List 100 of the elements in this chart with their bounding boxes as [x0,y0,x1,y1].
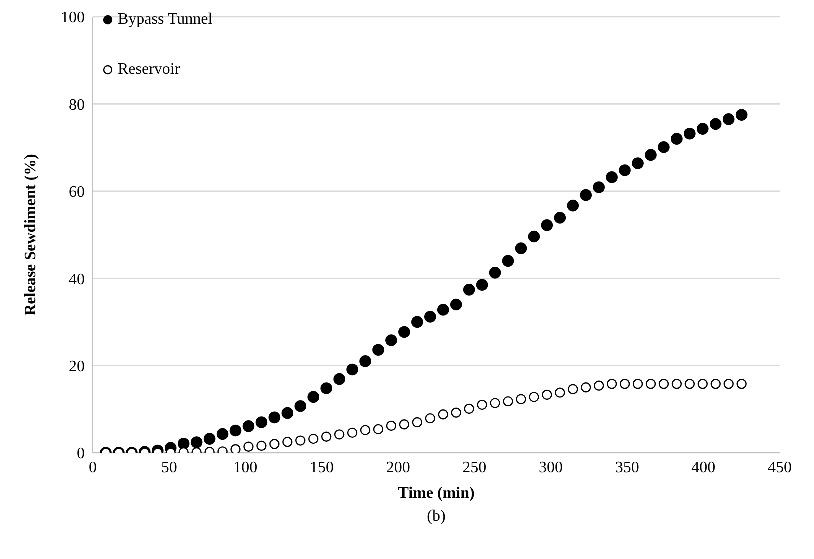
point [490,398,500,408]
point [541,220,554,232]
point [256,440,267,452]
point [244,442,254,452]
point [282,437,293,448]
point [580,189,592,202]
point [204,433,216,445]
point [698,379,708,390]
point [308,391,320,404]
point [567,200,580,212]
point [581,382,592,393]
point [268,412,281,424]
point [619,164,631,176]
point [372,344,384,356]
point [412,316,424,328]
point [451,408,462,418]
point [645,149,657,162]
x-axis-title: Time (min) [398,485,475,502]
point [270,439,280,450]
point [230,444,241,453]
point [424,311,436,323]
point [360,425,371,436]
y-tick-label: 20 [69,358,85,376]
x-tick-label: 0 [89,459,97,476]
point [450,298,462,311]
x-tick-label: 250 [462,459,487,476]
point [308,434,319,444]
point [722,114,735,126]
point [554,212,566,224]
point [606,172,618,184]
point [542,390,552,400]
point [736,109,748,121]
point [736,379,747,390]
point [620,379,630,390]
x-tick-label: 150 [310,459,334,476]
point [242,420,255,432]
point [671,133,683,145]
point [594,380,604,391]
point [190,436,203,448]
point [216,428,229,440]
point [724,379,734,390]
x-tick-label: 200 [386,459,410,476]
point [334,430,345,440]
point [438,410,448,420]
point [632,379,644,390]
y-tick-label: 60 [69,184,85,202]
point [398,326,410,338]
point [684,379,696,390]
point [593,182,605,194]
point [555,388,566,398]
point [386,420,397,432]
point [399,420,410,430]
point [489,267,502,279]
x-tick-label: 100 [234,459,258,476]
point [568,384,578,394]
point [632,158,644,170]
point [321,432,332,442]
x-tick-label: 450 [768,459,792,476]
point [516,394,526,404]
x-tick-label: 50 [161,459,178,476]
point [360,356,372,368]
point [646,379,656,390]
point [178,438,190,450]
point [437,304,450,316]
point [386,334,398,346]
point [672,379,682,390]
point [464,404,474,414]
y-tick-label: 100 [61,10,85,27]
point [684,128,696,140]
y-axis-title: Release Sewdiment (%) [22,154,40,316]
point [658,141,670,154]
y-tick-label: 0 [77,446,85,463]
point [710,379,721,390]
x-tick-label: 300 [539,459,563,476]
point [502,255,514,268]
point [528,230,540,243]
legend-label: Bypass Tunnel [118,11,213,29]
point [412,417,423,428]
point [347,428,358,438]
point [529,392,540,402]
point [230,424,242,437]
point [503,396,514,407]
point [346,364,358,376]
point [606,379,618,390]
y-tick-label: 40 [69,271,85,288]
legend-label: Reservoir [118,61,180,79]
point [463,284,476,296]
point [334,373,346,386]
point [425,413,436,424]
point [697,123,709,135]
x-tick-label: 350 [615,459,640,476]
y-tick-label: 80 [69,96,85,114]
point [294,400,307,412]
point [710,118,722,130]
point [282,407,294,420]
point [515,242,528,254]
point [373,424,384,435]
point [320,382,332,394]
point [658,379,670,390]
x-tick-label: 400 [692,459,716,476]
